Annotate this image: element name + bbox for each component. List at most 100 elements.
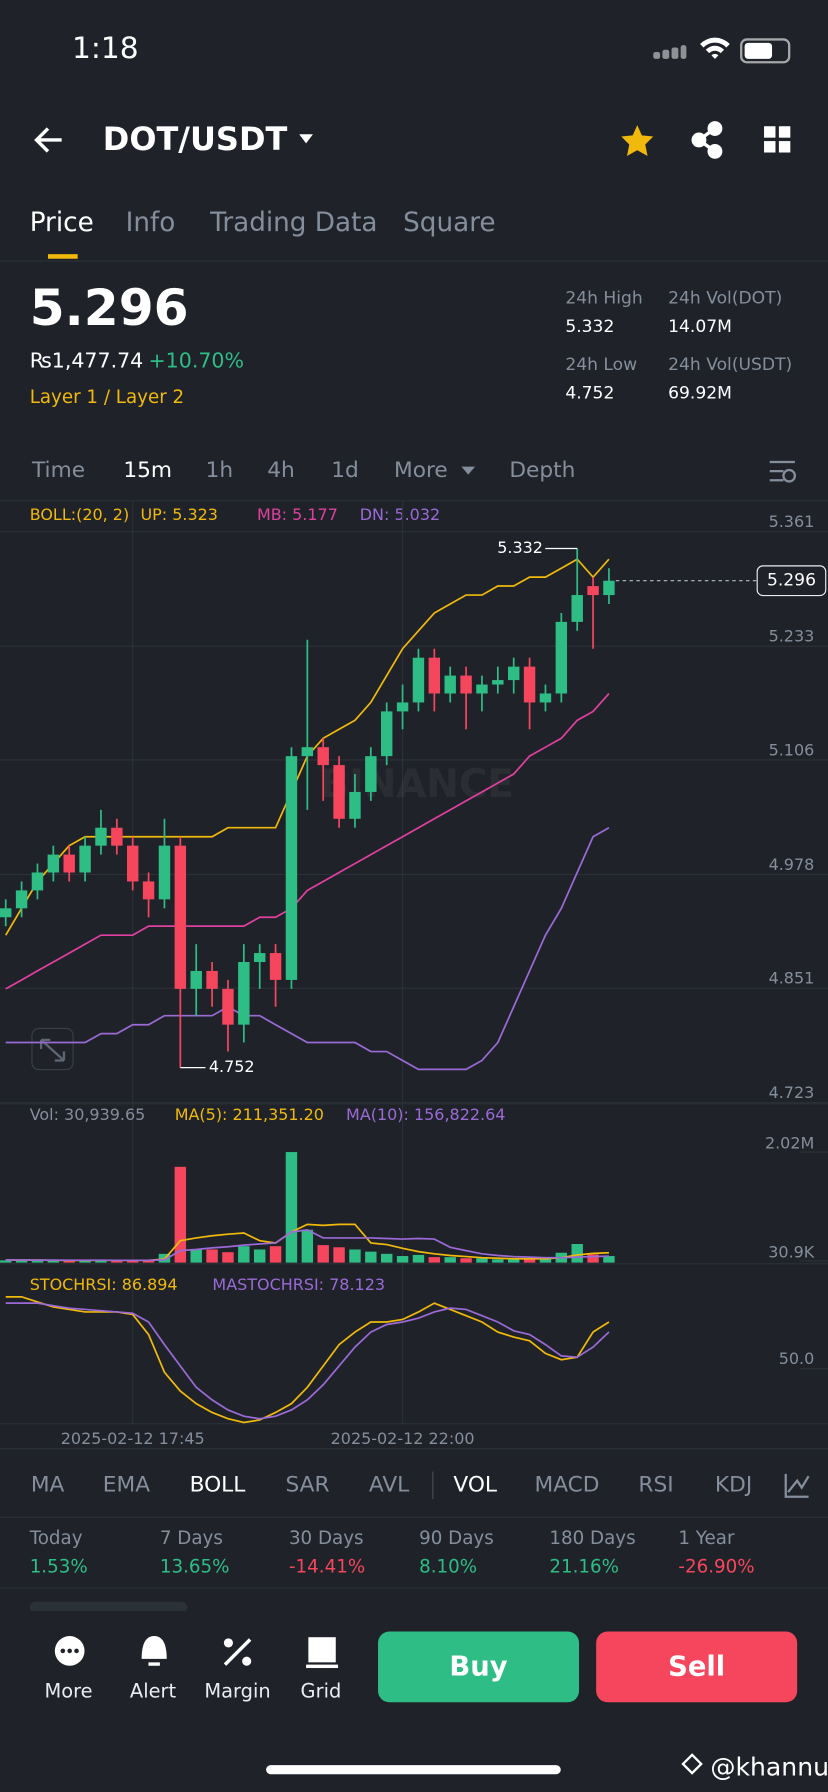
volume-bar <box>349 1249 361 1263</box>
stat-value: 69.92M <box>668 383 732 403</box>
volume-bar <box>63 1260 75 1263</box>
interval[interactable]: 1h <box>206 458 234 483</box>
fullscreen-button[interactable] <box>31 1027 74 1071</box>
chart-settings[interactable] <box>769 460 797 483</box>
indicator-tab[interactable]: VOL <box>453 1472 497 1497</box>
tab[interactable]: Trading Data <box>209 208 377 238</box>
indicator-tab[interactable]: KDJ <box>715 1472 752 1497</box>
candle-body <box>111 827 123 846</box>
stat-label: 24h High <box>565 289 642 309</box>
favorite[interactable] <box>621 125 654 156</box>
volume-bar <box>269 1246 282 1263</box>
volume-bar <box>47 1260 60 1263</box>
price-tick-label: 4.978 <box>769 855 815 874</box>
candle-body <box>412 657 425 703</box>
nav-label[interactable]: More <box>44 1680 92 1703</box>
tab[interactable]: Price <box>30 208 94 238</box>
interval[interactable]: Depth <box>509 458 575 483</box>
stat-value: 4.752 <box>565 383 614 403</box>
indicator-tab[interactable]: MA <box>31 1472 65 1497</box>
volume-bar <box>380 1253 393 1263</box>
indicator-tab[interactable]: MACD <box>534 1472 599 1497</box>
fiat-price: ₨1,477.74 <box>30 349 144 373</box>
category-tag[interactable]: Layer 1 / Layer 2 <box>30 387 184 408</box>
indicator-tab[interactable]: RSI <box>638 1472 673 1497</box>
volume-bar <box>365 1251 377 1263</box>
nav-label[interactable]: Alert <box>130 1680 177 1703</box>
candle-body <box>285 756 298 980</box>
volume-bar <box>587 1254 599 1263</box>
buy-label: Buy <box>449 1652 507 1683</box>
volume-bar <box>603 1256 615 1263</box>
candle-body <box>476 684 488 694</box>
sell-label: Sell <box>668 1652 725 1683</box>
time-label: 2025-02-12 17:45 <box>61 1429 205 1448</box>
share[interactable] <box>691 121 723 159</box>
candle-body <box>79 845 91 873</box>
pair-title[interactable]: DOT/USDT <box>103 120 288 158</box>
perf-value: 1.53% <box>30 1557 88 1578</box>
candle-body <box>238 962 250 1025</box>
candle-body <box>253 953 266 963</box>
interval[interactable]: Time <box>31 458 85 483</box>
more-dropdown[interactable] <box>461 466 476 475</box>
boll-mb-label: MB: 5.177 <box>257 505 338 524</box>
perf-value: 13.65% <box>160 1557 230 1578</box>
candle-body <box>571 595 583 622</box>
candle-body <box>365 756 377 792</box>
candle-body <box>317 747 329 766</box>
volume-bar <box>0 1260 12 1263</box>
nav-label[interactable]: Margin <box>204 1680 270 1703</box>
perf-label: Today <box>29 1528 83 1549</box>
status-time: 1:18 <box>72 31 139 66</box>
volume-bar <box>301 1229 314 1263</box>
perf-label: 90 Days <box>419 1528 494 1549</box>
buy-button[interactable] <box>378 1631 580 1703</box>
volume-bar <box>444 1257 456 1263</box>
volume-bar <box>523 1259 536 1263</box>
interval[interactable]: 4h <box>267 458 295 483</box>
perf-value: 21.16% <box>549 1557 619 1578</box>
price-tick-label: 5.361 <box>769 512 815 531</box>
vol-label: Vol: 30,939.65 <box>30 1105 146 1124</box>
nav-label[interactable]: Grid <box>301 1680 342 1703</box>
perf-value: 8.10% <box>419 1557 477 1578</box>
volume-bar <box>476 1258 488 1263</box>
volume-bar <box>317 1245 329 1263</box>
more-dots <box>60 1648 79 1654</box>
volume-bar <box>126 1260 139 1263</box>
candle-body <box>31 872 44 891</box>
scroll-hint <box>29 1601 188 1614</box>
volume-bar <box>539 1258 552 1263</box>
indicator-settings[interactable] <box>784 1473 810 1498</box>
home-indicator <box>266 1765 561 1775</box>
tab[interactable]: Info <box>126 208 176 238</box>
indicator-tab[interactable]: BOLL <box>190 1472 246 1497</box>
indicator-tab[interactable]: SAR <box>286 1472 330 1497</box>
volume-bar <box>222 1252 234 1263</box>
pair-dropdown[interactable] <box>299 134 313 144</box>
candle-body <box>95 827 107 846</box>
back-button[interactable] <box>34 127 62 153</box>
vol-tick-label: 30.9K <box>768 1242 815 1261</box>
indicator-tab[interactable]: EMA <box>103 1472 150 1497</box>
candle-body <box>587 586 599 596</box>
interval[interactable]: More <box>394 458 448 483</box>
volume-bar <box>79 1260 91 1263</box>
stat-value: 14.07M <box>668 317 732 337</box>
volume-bar <box>396 1256 409 1263</box>
candle-body <box>301 747 314 757</box>
candle-body <box>444 675 456 694</box>
interval[interactable]: 15m <box>123 458 172 483</box>
indicator-tab[interactable]: AVL <box>369 1472 409 1497</box>
volume-bar <box>95 1260 107 1263</box>
tab[interactable]: Square <box>403 208 495 238</box>
status-icons <box>653 37 791 64</box>
sell-button[interactable] <box>596 1631 798 1703</box>
interval[interactable]: 1d <box>331 458 359 483</box>
volume-bar <box>412 1254 425 1263</box>
candle-body <box>0 908 12 918</box>
layout-grid[interactable] <box>764 126 791 153</box>
candle-body <box>15 890 28 909</box>
